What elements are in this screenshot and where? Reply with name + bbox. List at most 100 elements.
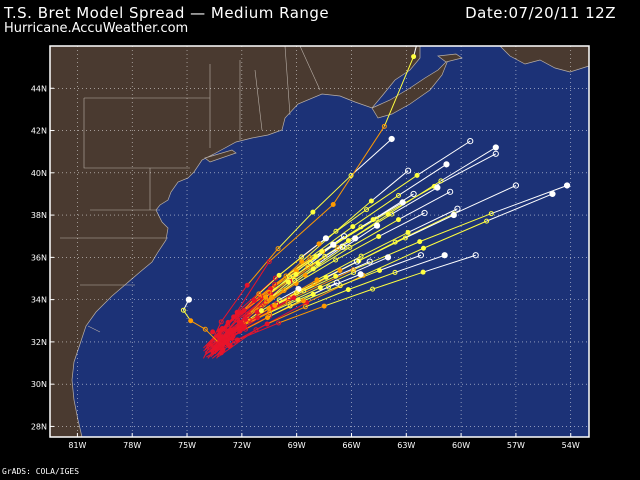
track-point (294, 290, 300, 296)
track-segment (217, 329, 257, 358)
track-point (357, 271, 364, 278)
track-point (417, 252, 425, 259)
track-segment (276, 279, 318, 304)
track-point (269, 294, 275, 300)
track-point (292, 278, 298, 284)
track-point (454, 205, 461, 212)
track-segment (237, 322, 279, 341)
track-point (350, 224, 356, 230)
grads-credit: GrADS: COLA/IGES (2, 467, 80, 476)
track-point (339, 243, 346, 250)
early-position-point (213, 345, 219, 351)
track-point (414, 172, 420, 178)
track-segment (335, 200, 372, 232)
track-segment (266, 306, 306, 325)
track-markers (180, 12, 571, 356)
track-point (402, 235, 408, 241)
track-segment (278, 305, 325, 324)
track-point (319, 248, 325, 254)
track-point (422, 12, 427, 17)
track-point (272, 275, 278, 281)
track-segment (378, 212, 425, 237)
track-point (410, 190, 417, 198)
track-point (285, 279, 291, 285)
track-segment (236, 277, 276, 313)
track-point (218, 319, 224, 325)
pei-land (437, 53, 463, 63)
track-segment (394, 213, 455, 243)
track-point (293, 271, 299, 277)
track-segment (258, 275, 280, 295)
track-segment (360, 232, 409, 257)
track-point (376, 233, 382, 239)
track-point (265, 315, 271, 321)
track-point (441, 252, 448, 259)
early-position-point (220, 326, 226, 332)
track-segment (371, 170, 409, 202)
early-position-point (217, 334, 223, 340)
track-point (373, 222, 381, 229)
track-point (276, 320, 282, 326)
track-point (337, 267, 343, 273)
track-point (358, 224, 364, 230)
track-segment (234, 323, 268, 342)
lon-tick-label: 69W (288, 441, 306, 450)
track-segment (269, 299, 299, 314)
track-segment (303, 275, 336, 292)
track-point (232, 338, 238, 344)
track-segment (303, 285, 341, 302)
lat-tick-label: 40N (31, 169, 47, 178)
lat-tick-label: 42N (31, 127, 47, 136)
track-point (234, 309, 240, 315)
track-segment (332, 126, 385, 205)
track-point (238, 309, 244, 315)
track-segment (257, 302, 289, 319)
track-point (322, 235, 329, 242)
track-point (256, 291, 262, 297)
track-point (281, 288, 287, 294)
track-point (353, 258, 361, 265)
track-segment (268, 204, 334, 262)
track-segment (312, 282, 338, 295)
track-point (266, 305, 272, 311)
track-segment (312, 175, 352, 213)
track-point (420, 245, 426, 251)
map-subtitle: Hurricane.AccuWeather.com (4, 21, 189, 36)
track-point (266, 259, 272, 265)
lon-tick-label: 60W (452, 441, 470, 450)
lon-tick-label: 57W (507, 441, 525, 450)
track-segment (416, 140, 471, 176)
track-point (384, 254, 392, 261)
track-segment (301, 230, 337, 262)
track-point (370, 217, 376, 223)
track-point (392, 269, 398, 275)
track-point (266, 289, 272, 295)
track-point (392, 239, 398, 245)
track-point (348, 173, 354, 179)
track-segment (301, 237, 327, 258)
track-point (333, 279, 340, 286)
track-segment (407, 208, 458, 233)
lat-tick-label: 36N (31, 253, 47, 262)
track-segment (220, 284, 248, 323)
lat-tick-label: 28N (31, 422, 47, 431)
track-point (302, 272, 308, 278)
track-point (242, 315, 248, 321)
lon-tick-label: 63W (397, 441, 415, 450)
track-point (389, 211, 395, 217)
track-point (399, 199, 406, 206)
track-segment (423, 220, 487, 249)
track-point (243, 326, 249, 332)
track-segment (360, 201, 403, 228)
track-point (253, 327, 259, 333)
lon-tick-label: 78W (123, 441, 141, 450)
track-point (405, 167, 412, 174)
track-point (291, 295, 297, 301)
track-segment (294, 263, 319, 281)
lon-tick-label: 81W (68, 441, 86, 450)
track-point (484, 218, 490, 224)
track-point (420, 269, 426, 275)
track-segment (440, 147, 497, 182)
track-point (549, 190, 556, 198)
track-segment (245, 317, 268, 330)
